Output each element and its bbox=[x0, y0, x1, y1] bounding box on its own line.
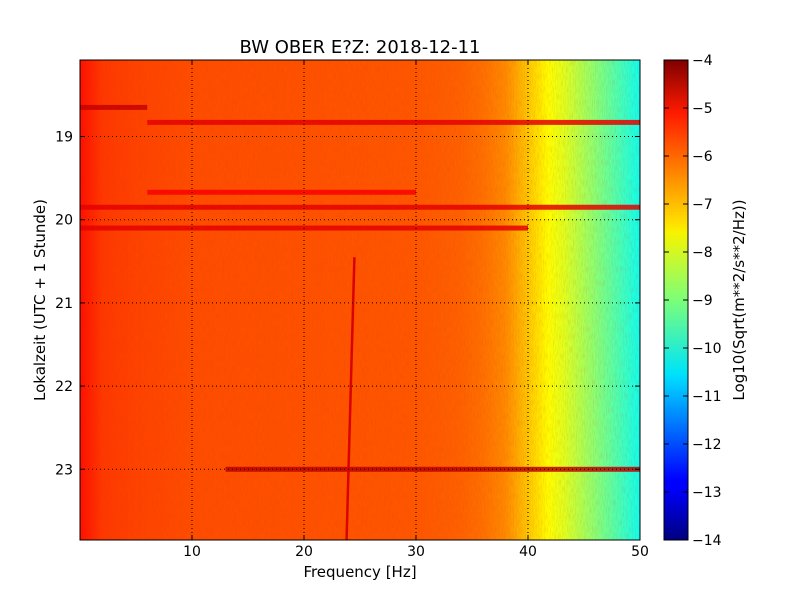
colorbar-tick-label: −14 bbox=[692, 533, 722, 549]
y-tick-label: 23 bbox=[55, 462, 73, 478]
x-axis-label: Frequency [Hz] bbox=[303, 563, 416, 581]
colorbar-label: Log10(Sqrt(m**2/s**2/Hz)) bbox=[730, 199, 748, 400]
colorbar-tick-label: −4 bbox=[692, 53, 713, 69]
x-tick-label: 50 bbox=[631, 544, 649, 560]
y-tick-label: 19 bbox=[55, 130, 73, 146]
y-axis-label: Lokalzeit (UTC + 1 Stunde) bbox=[31, 199, 49, 401]
x-tick-label: 10 bbox=[183, 544, 201, 560]
y-tick-label: 22 bbox=[55, 379, 73, 395]
colorbar-tick-label: −8 bbox=[692, 245, 713, 261]
y-tick-label: 21 bbox=[55, 296, 73, 312]
colorbar-tick-label: −9 bbox=[692, 293, 713, 309]
colorbar-tick-label: −12 bbox=[692, 437, 722, 453]
x-tick-label: 30 bbox=[407, 544, 425, 560]
colorbar-tick-label: −5 bbox=[692, 101, 713, 117]
x-tick-label: 40 bbox=[519, 544, 537, 560]
grid-lines bbox=[80, 60, 640, 540]
chart-title: BW OBER E?Z: 2018-12-11 bbox=[240, 37, 481, 58]
colorbar-tick-label: −11 bbox=[692, 389, 722, 405]
plot-frame bbox=[79, 59, 641, 541]
x-tick-label: 20 bbox=[295, 544, 313, 560]
noise-texture bbox=[80, 60, 640, 540]
x-axis: 10 20 30 40 50 bbox=[183, 60, 649, 560]
colorbar-tick-label: −6 bbox=[692, 149, 713, 165]
y-axis: 19 20 21 22 23 bbox=[55, 130, 640, 478]
y-tick-label: 20 bbox=[55, 213, 73, 229]
colorbar-tick-label: −13 bbox=[692, 485, 722, 501]
colorbar-tick-label: −7 bbox=[692, 197, 713, 213]
colorbar-axis: −4 −5 −6 −7 −8 −9 −10 −11 −12 −13 −14 bbox=[664, 53, 722, 549]
colorbar-tick-label: −10 bbox=[692, 341, 722, 357]
